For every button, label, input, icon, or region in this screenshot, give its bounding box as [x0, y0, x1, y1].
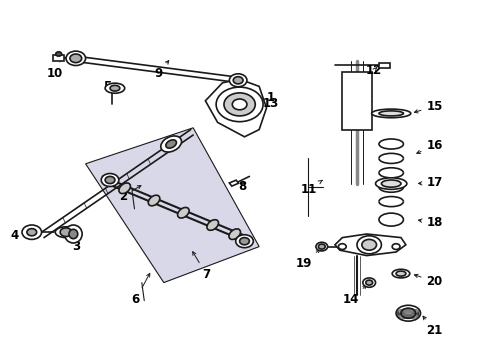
Text: 17: 17: [418, 176, 442, 189]
Ellipse shape: [206, 220, 218, 230]
Circle shape: [233, 77, 243, 84]
Circle shape: [70, 54, 81, 63]
Text: 5: 5: [103, 80, 111, 93]
Circle shape: [318, 244, 325, 249]
Ellipse shape: [105, 83, 124, 93]
Text: 21: 21: [422, 316, 442, 337]
Polygon shape: [85, 128, 259, 283]
Circle shape: [101, 174, 119, 186]
Ellipse shape: [69, 229, 78, 239]
Text: 15: 15: [414, 100, 442, 113]
Text: 6: 6: [131, 273, 149, 306]
Ellipse shape: [177, 207, 189, 218]
Circle shape: [60, 228, 72, 237]
Text: 11: 11: [300, 180, 322, 195]
Ellipse shape: [375, 178, 406, 189]
Text: 8: 8: [238, 180, 246, 193]
Bar: [378, 63, 389, 68]
Text: 12: 12: [366, 64, 382, 77]
Text: 2: 2: [119, 185, 141, 203]
Text: 9: 9: [154, 60, 168, 80]
Circle shape: [224, 93, 255, 116]
Text: 14: 14: [343, 285, 366, 306]
Circle shape: [232, 99, 246, 110]
Bar: [53, 55, 63, 61]
Circle shape: [239, 238, 249, 245]
Circle shape: [315, 242, 327, 251]
Ellipse shape: [148, 195, 160, 206]
Circle shape: [229, 74, 246, 87]
Ellipse shape: [400, 308, 415, 318]
Circle shape: [391, 244, 399, 249]
Bar: [342, 72, 371, 130]
Circle shape: [66, 51, 85, 66]
Ellipse shape: [165, 140, 176, 148]
Ellipse shape: [64, 225, 82, 243]
Text: 1: 1: [250, 91, 274, 104]
Circle shape: [105, 176, 115, 184]
Text: 3: 3: [72, 233, 81, 253]
Bar: [229, 180, 238, 186]
Circle shape: [362, 278, 375, 287]
Circle shape: [365, 280, 372, 285]
Circle shape: [356, 236, 381, 254]
Ellipse shape: [391, 269, 409, 278]
Ellipse shape: [161, 136, 181, 152]
Text: 18: 18: [418, 216, 442, 229]
Ellipse shape: [381, 180, 400, 187]
Ellipse shape: [110, 85, 120, 91]
Text: 16: 16: [416, 139, 442, 154]
Ellipse shape: [395, 305, 420, 321]
Text: 10: 10: [46, 58, 62, 80]
Circle shape: [361, 239, 376, 250]
Text: 20: 20: [413, 274, 442, 288]
Ellipse shape: [55, 227, 77, 238]
Circle shape: [22, 225, 41, 239]
Circle shape: [56, 52, 61, 56]
Circle shape: [338, 244, 346, 249]
Circle shape: [235, 235, 253, 248]
Text: 19: 19: [295, 249, 319, 270]
Text: 4: 4: [10, 229, 28, 242]
Circle shape: [27, 229, 37, 236]
Ellipse shape: [228, 229, 240, 239]
Ellipse shape: [371, 109, 410, 118]
Ellipse shape: [395, 271, 405, 276]
Polygon shape: [205, 79, 266, 137]
Ellipse shape: [378, 111, 403, 116]
Text: 13: 13: [257, 97, 279, 110]
Circle shape: [216, 87, 263, 122]
Text: 7: 7: [192, 252, 210, 281]
Ellipse shape: [119, 183, 130, 194]
Ellipse shape: [378, 213, 403, 226]
Polygon shape: [334, 234, 405, 256]
